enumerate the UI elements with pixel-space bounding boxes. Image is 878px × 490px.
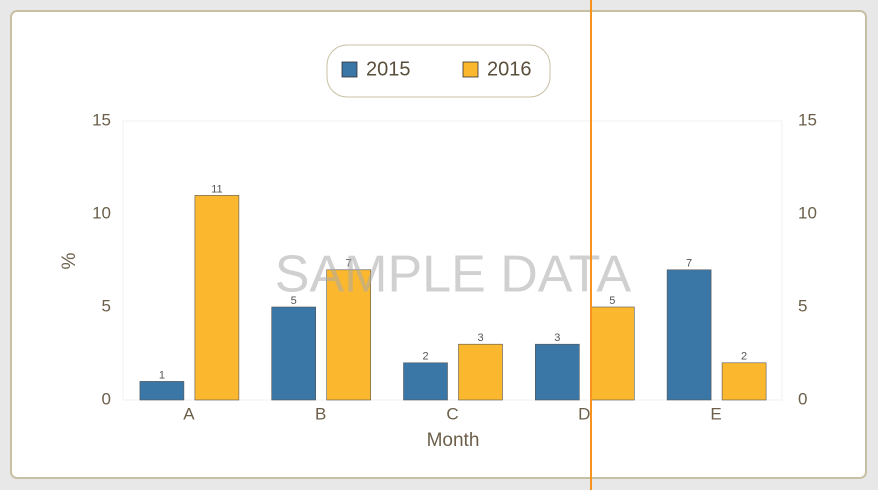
data-label: 3 bbox=[554, 332, 560, 344]
data-label: 5 bbox=[291, 295, 297, 307]
y-tick-label: 10 bbox=[92, 203, 111, 222]
bar bbox=[458, 343, 503, 401]
x-axis-title: Month bbox=[427, 430, 480, 451]
legend-swatch bbox=[341, 61, 358, 78]
data-label: 3 bbox=[477, 332, 483, 344]
x-tick-label: C bbox=[446, 404, 458, 423]
bar bbox=[194, 195, 240, 401]
y2-tick-label: 15 bbox=[798, 110, 817, 129]
legend-label: 2016 bbox=[487, 58, 532, 80]
data-label: 11 bbox=[211, 183, 222, 195]
legend-swatch bbox=[462, 61, 479, 78]
legend-box bbox=[326, 44, 551, 98]
x-tick-label: D bbox=[578, 404, 590, 423]
y-tick-label: 0 bbox=[102, 389, 111, 408]
y-tick-label: 15 bbox=[92, 110, 111, 129]
data-label: 7 bbox=[346, 258, 352, 270]
x-tick-label: A bbox=[183, 404, 195, 423]
watermark: SAMPLE DATA bbox=[275, 246, 632, 304]
bar bbox=[589, 306, 635, 401]
data-label: 2 bbox=[422, 351, 428, 363]
y2-tick-label: 5 bbox=[798, 296, 807, 315]
y2-tick-label: 10 bbox=[798, 203, 817, 222]
bar bbox=[403, 362, 448, 401]
y-axis-title: % bbox=[59, 252, 80, 269]
x-tick-label: B bbox=[315, 404, 326, 423]
x-tick-label: E bbox=[710, 404, 721, 423]
data-label: 1 bbox=[159, 369, 165, 381]
data-label: 2 bbox=[741, 351, 747, 363]
bar bbox=[666, 269, 712, 401]
bar bbox=[534, 343, 580, 401]
bar bbox=[271, 306, 317, 401]
bar bbox=[326, 269, 372, 401]
legend-label: 2015 bbox=[366, 58, 411, 80]
data-label: 5 bbox=[609, 295, 615, 307]
y2-tick-label: 0 bbox=[798, 389, 807, 408]
plot-area bbox=[122, 120, 783, 401]
data-label: 7 bbox=[686, 258, 692, 270]
bar bbox=[139, 381, 185, 401]
y-tick-label: 5 bbox=[102, 296, 111, 315]
bar bbox=[721, 362, 767, 401]
